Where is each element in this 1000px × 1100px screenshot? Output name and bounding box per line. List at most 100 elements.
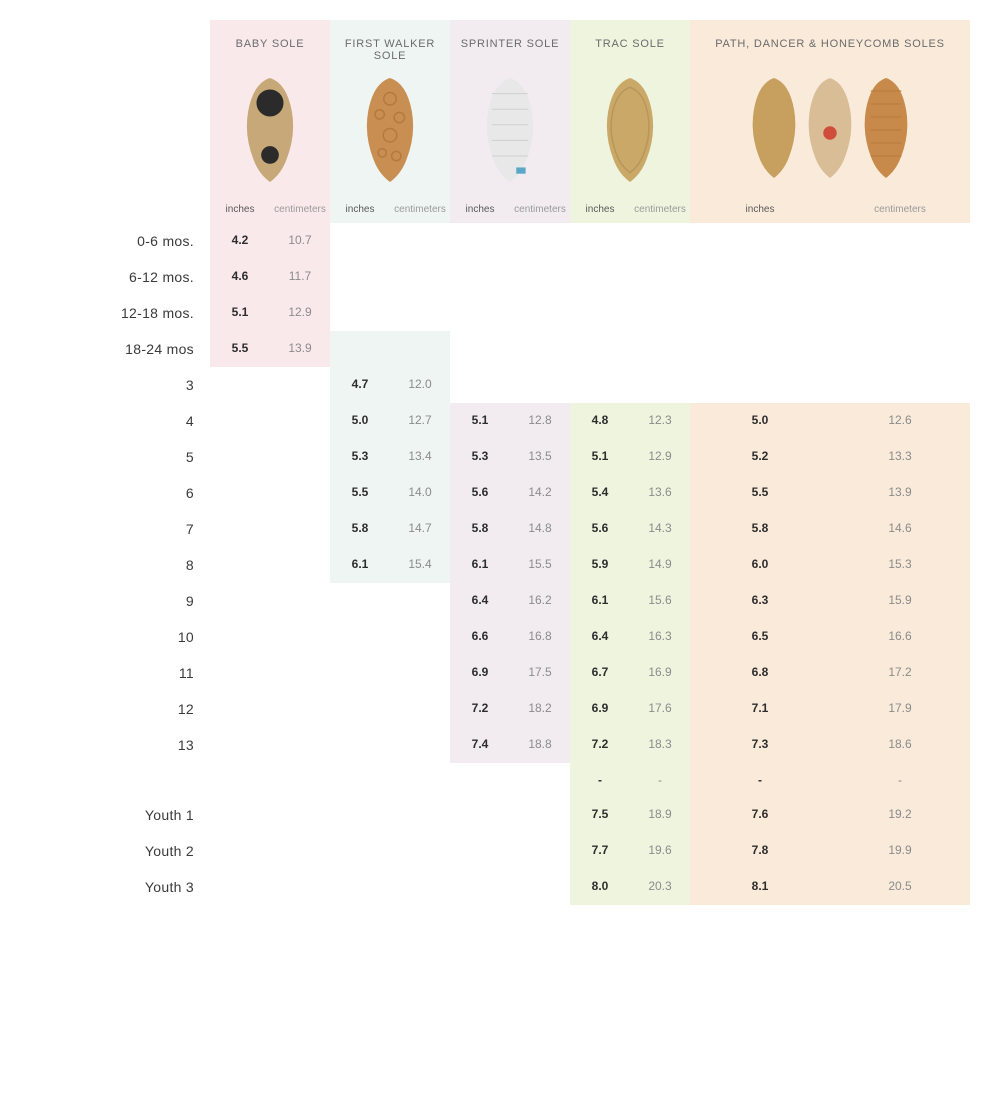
cell-trac: 5.1 12.9 — [570, 439, 690, 475]
cell-path: 6.8 17.2 — [690, 655, 970, 691]
value-centimeters: 15.5 — [510, 557, 570, 573]
value-inches: 5.0 — [330, 413, 390, 429]
cell-trac — [570, 367, 690, 403]
cell-path: 7.1 17.9 — [690, 691, 970, 727]
value-centimeters: 15.3 — [830, 557, 970, 573]
row-label: Youth 3 — [20, 869, 210, 905]
cell-baby — [210, 439, 330, 475]
value-inches: 6.7 — [570, 665, 630, 681]
size-chart: BABY SOLEFIRST WALKER SOLESPRINTER SOLET… — [20, 20, 980, 905]
cell-sprint — [450, 833, 570, 869]
cell-baby — [210, 763, 330, 797]
value-inches: 5.1 — [210, 305, 270, 321]
cell-sprint: 6.9 17.5 — [450, 655, 570, 691]
cell-trac: 5.6 14.3 — [570, 511, 690, 547]
cell-walker: 5.8 14.7 — [330, 511, 450, 547]
sole-icon-path — [750, 78, 798, 178]
value-inches: 5.6 — [570, 521, 630, 537]
value-inches: 7.7 — [570, 843, 630, 859]
value-centimeters: 14.7 — [390, 521, 450, 537]
cell-path — [690, 259, 970, 295]
blank — [20, 20, 210, 72]
value-centimeters: 12.0 — [390, 377, 450, 393]
cell-trac: - - — [570, 763, 690, 797]
value-inches: 7.3 — [690, 737, 830, 753]
cell-baby — [210, 475, 330, 511]
cell-baby — [210, 691, 330, 727]
value-centimeters: 11.7 — [270, 269, 330, 285]
cell-trac: 6.7 16.9 — [570, 655, 690, 691]
value-centimeters: 12.7 — [390, 413, 450, 429]
sole-image-walker — [330, 72, 450, 196]
row-label: Youth 1 — [20, 797, 210, 833]
cell-trac: 5.9 14.9 — [570, 547, 690, 583]
cell-baby — [210, 511, 330, 547]
sole-icon-baby — [244, 78, 296, 182]
cell-sprint: 7.2 18.2 — [450, 691, 570, 727]
sole-image-path — [690, 72, 970, 196]
value-centimeters: 13.6 — [630, 485, 690, 501]
value-inches: 7.2 — [450, 701, 510, 717]
cell-baby — [210, 797, 330, 833]
value-inches: 5.2 — [690, 449, 830, 465]
row-label: 8 — [20, 547, 210, 583]
value-inches: 5.9 — [570, 557, 630, 573]
cell-sprint — [450, 367, 570, 403]
value-centimeters: 18.6 — [830, 737, 970, 753]
value-inches: 5.8 — [450, 521, 510, 537]
value-inches: 7.5 — [570, 807, 630, 823]
cell-path: 6.5 16.6 — [690, 619, 970, 655]
cell-sprint — [450, 869, 570, 905]
sole-icon-dancer — [806, 78, 854, 178]
unit-header-path: inches centimeters — [690, 196, 970, 223]
cell-trac: 6.1 15.6 — [570, 583, 690, 619]
value-inches: 6.6 — [450, 629, 510, 645]
cell-walker — [330, 295, 450, 331]
cell-trac — [570, 331, 690, 367]
value-inches: 6.4 — [450, 593, 510, 609]
sole-icon-trac — [604, 78, 656, 182]
cell-path: - - — [690, 763, 970, 797]
row-label: 10 — [20, 619, 210, 655]
value-centimeters: 14.3 — [630, 521, 690, 537]
col-header-trac: TRAC SOLE — [570, 20, 690, 72]
cell-sprint: 5.1 12.8 — [450, 403, 570, 439]
value-centimeters: - — [830, 773, 970, 787]
value-inches: 7.4 — [450, 737, 510, 753]
cell-walker — [330, 763, 450, 797]
value-centimeters: 12.6 — [830, 413, 970, 429]
row-label: 13 — [20, 727, 210, 763]
value-inches: 5.4 — [570, 485, 630, 501]
row-label: 7 — [20, 511, 210, 547]
row-label — [20, 763, 210, 797]
value-centimeters: 17.2 — [830, 665, 970, 681]
unit-inches: inches — [570, 204, 630, 215]
sole-icon-walker — [364, 78, 416, 182]
cell-walker: 6.1 15.4 — [330, 547, 450, 583]
value-inches: 5.1 — [570, 449, 630, 465]
value-inches: 4.2 — [210, 233, 270, 249]
cell-path — [690, 223, 970, 259]
value-inches: - — [690, 773, 830, 787]
unit-centimeters: centimeters — [390, 204, 450, 215]
cell-path: 7.3 18.6 — [690, 727, 970, 763]
cell-sprint: 5.3 13.5 — [450, 439, 570, 475]
value-centimeters: 13.9 — [830, 485, 970, 501]
sole-image-sprint — [450, 72, 570, 196]
value-centimeters: 10.7 — [270, 233, 330, 249]
cell-walker — [330, 223, 450, 259]
value-centimeters: 16.8 — [510, 629, 570, 645]
cell-sprint: 6.4 16.2 — [450, 583, 570, 619]
value-centimeters: 16.3 — [630, 629, 690, 645]
row-label: Youth 2 — [20, 833, 210, 869]
value-centimeters: 12.9 — [630, 449, 690, 465]
value-inches: 6.9 — [570, 701, 630, 717]
value-centimeters: 19.9 — [830, 843, 970, 859]
cell-sprint: 6.1 15.5 — [450, 547, 570, 583]
value-centimeters: 14.0 — [390, 485, 450, 501]
cell-path: 6.0 15.3 — [690, 547, 970, 583]
value-centimeters: 14.6 — [830, 521, 970, 537]
cell-baby — [210, 655, 330, 691]
row-label: 9 — [20, 583, 210, 619]
unit-centimeters: centimeters — [270, 204, 330, 215]
